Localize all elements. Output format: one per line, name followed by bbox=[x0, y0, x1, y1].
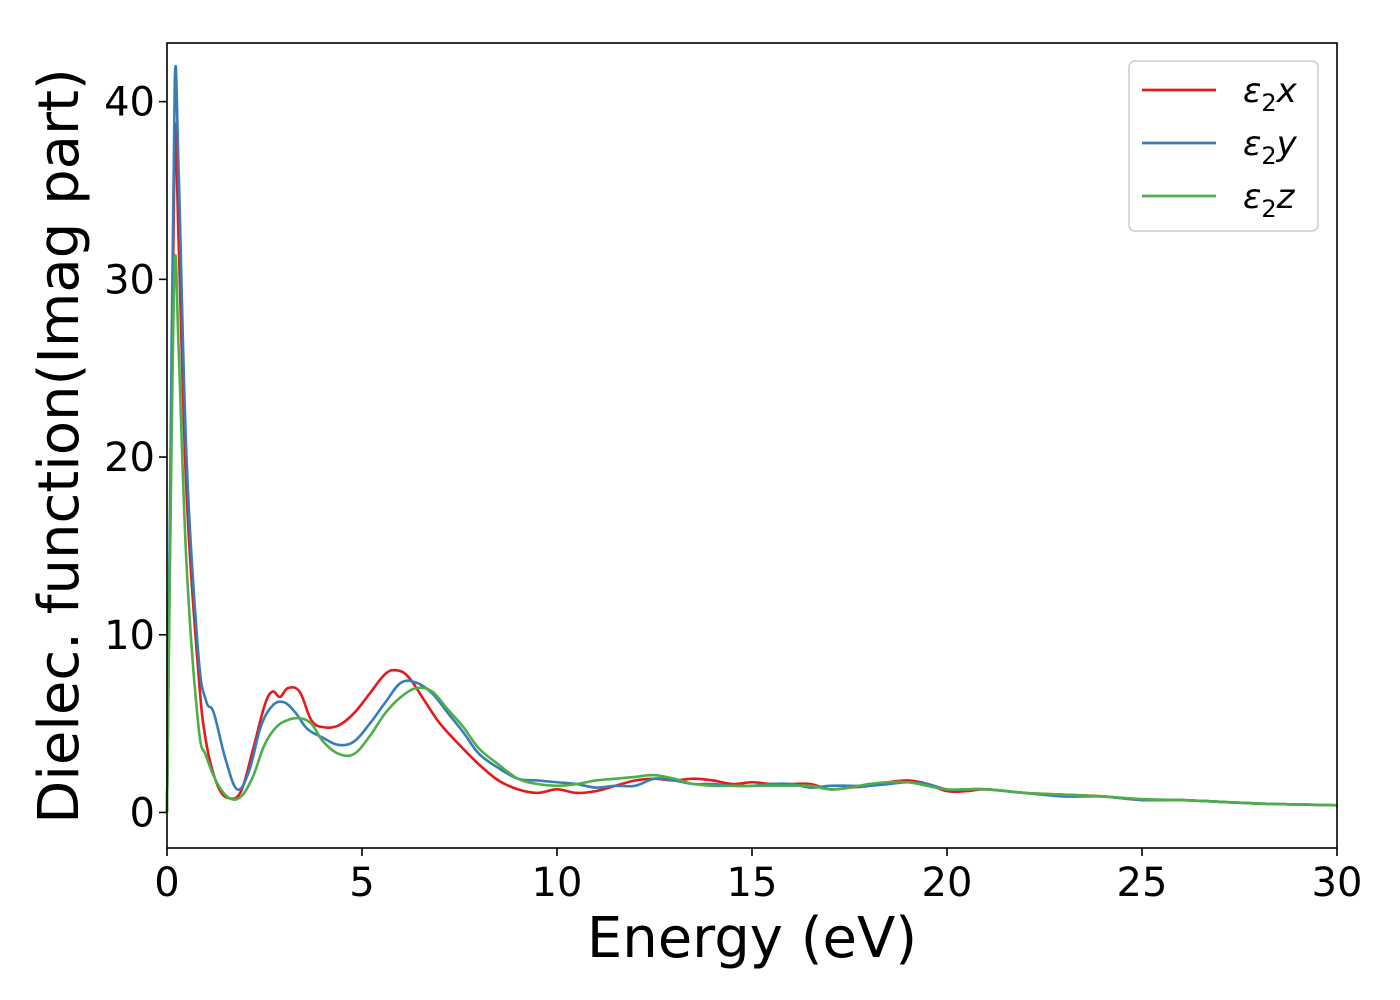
legend-label-z: ε2z bbox=[1243, 177, 1296, 223]
x-axis-title: Energy (eV) bbox=[587, 906, 917, 971]
x-tick-label: 20 bbox=[922, 860, 973, 906]
y-axis-title: Dielec. function(Imag part) bbox=[27, 68, 92, 824]
y-tick-label: 20 bbox=[104, 435, 155, 481]
y-tick-label: 40 bbox=[104, 80, 155, 126]
y-axis: 0 10 20 30 40 bbox=[104, 80, 167, 836]
legend-box bbox=[1128, 60, 1319, 232]
y-tick-label: 10 bbox=[104, 613, 155, 659]
y-tick-label: 0 bbox=[130, 790, 155, 836]
series-layer bbox=[165, 64, 1338, 813]
legend-label-x: ε2x bbox=[1243, 71, 1298, 117]
x-tick-label: 5 bbox=[349, 860, 374, 906]
x-axis: 0 5 10 15 20 25 30 bbox=[154, 848, 1362, 906]
legend-label-y: ε2y bbox=[1243, 124, 1298, 170]
x-tick-label: 30 bbox=[1312, 860, 1363, 906]
x-tick-label: 25 bbox=[1117, 860, 1168, 906]
x-tick-label: 10 bbox=[532, 860, 583, 906]
legend: ε2x ε2y ε2z bbox=[1128, 60, 1319, 232]
series-line-z bbox=[165, 254, 1338, 813]
y-tick-label: 30 bbox=[104, 257, 155, 303]
x-tick-label: 0 bbox=[154, 860, 179, 906]
x-tick-label: 15 bbox=[727, 860, 778, 906]
